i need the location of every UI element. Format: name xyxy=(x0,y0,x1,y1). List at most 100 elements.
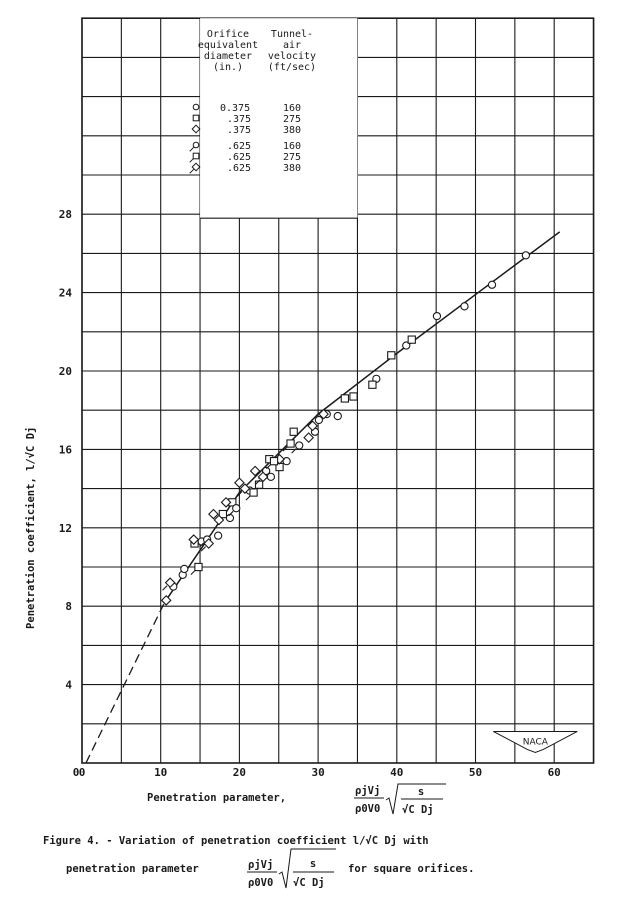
caption-frac-numerator: ρjVj xyxy=(248,859,273,871)
square-marker xyxy=(218,509,228,519)
legend-col1-header: diameter xyxy=(204,51,252,62)
square-marker-icon xyxy=(387,351,396,360)
x-tick-label: 0 xyxy=(79,766,86,779)
circle-marker-icon xyxy=(232,504,241,513)
flag-tail-icon xyxy=(189,168,195,174)
diamond-marker xyxy=(188,534,200,545)
y-tick-label: 12 xyxy=(59,522,72,535)
circle-marker-icon xyxy=(192,103,200,111)
diamond-marker-icon xyxy=(208,508,219,520)
circle-marker xyxy=(214,531,223,540)
legend-velocity: 275 xyxy=(283,114,301,125)
circle-marker-icon xyxy=(521,251,531,260)
circle-marker-icon xyxy=(333,411,342,421)
x-axis-label: Penetration parameter, ρjVj ρ0V0 s √C Dj xyxy=(147,783,446,816)
diamond-marker xyxy=(200,538,215,552)
circle-marker-icon xyxy=(487,280,497,289)
legend-diameter: 0.375 xyxy=(220,103,250,114)
legend-diameter: .625 xyxy=(227,152,251,163)
figure-caption-line1: Figure 4. - Variation of penetration coe… xyxy=(43,835,429,847)
legend-diameter: .625 xyxy=(227,141,251,152)
square-marker xyxy=(190,562,203,575)
square-marker-icon xyxy=(218,509,228,519)
flag-tail-icon xyxy=(291,448,297,454)
square-marker xyxy=(407,335,416,344)
square-marker-icon xyxy=(286,439,295,448)
legend-velocity: 275 xyxy=(283,152,301,163)
flag-tail-icon xyxy=(189,146,195,152)
legend-velocity: 160 xyxy=(283,103,301,114)
sqrt-radical-icon xyxy=(385,783,446,815)
circle-marker xyxy=(180,564,189,574)
circle-marker xyxy=(314,415,324,425)
legend-col2-header: Tunnel- xyxy=(271,29,313,40)
square-marker-icon xyxy=(269,457,279,466)
x-tick-label: 50 xyxy=(469,766,482,779)
legend-entry-marker xyxy=(191,124,201,134)
flag-tail-icon xyxy=(228,510,234,517)
legend-diameter: .375 xyxy=(227,114,251,125)
y-tick-label: 8 xyxy=(65,600,72,613)
circle-marker-icon xyxy=(262,466,271,476)
x-axis-frac-numerator: ρjVj xyxy=(355,785,380,797)
legend-velocity: 380 xyxy=(283,125,301,136)
square-marker xyxy=(368,380,377,389)
x-tick-label: 30 xyxy=(311,766,324,779)
diamond-marker xyxy=(307,420,318,432)
diamond-marker-icon xyxy=(164,577,176,589)
naca-wings-icon xyxy=(493,730,578,753)
flag-tail-icon xyxy=(282,446,288,452)
diamond-marker-icon xyxy=(191,162,201,172)
data-points xyxy=(160,251,531,606)
legend-entry-marker xyxy=(189,162,201,174)
x-axis-frac-denominator: ρ0V0 xyxy=(355,803,380,815)
square-marker xyxy=(349,392,358,401)
diamond-marker-icon xyxy=(188,534,200,545)
x-axis-sqrt-denominator: √C Dj xyxy=(402,804,434,816)
flag-tail-icon xyxy=(236,491,243,497)
figure-caption-line2-prefix: penetration parameter xyxy=(66,863,199,875)
circle-marker xyxy=(228,504,241,517)
flag-tail-icon xyxy=(255,479,261,485)
legend-background xyxy=(200,18,358,219)
diamond-marker xyxy=(303,432,315,444)
diamond-marker-icon xyxy=(220,496,232,508)
square-marker-icon xyxy=(194,562,203,572)
diamond-marker-icon xyxy=(191,124,201,134)
diamond-marker-icon xyxy=(318,408,329,420)
fit-line-dashed-extrapolation xyxy=(85,601,166,764)
diamond-marker-icon xyxy=(213,514,225,526)
legend-entry-marker xyxy=(189,152,200,163)
diamond-marker xyxy=(318,408,329,420)
circle-marker-icon xyxy=(282,457,291,466)
legend-col2-header: velocity xyxy=(268,51,316,62)
legend-diameter: .375 xyxy=(227,125,251,136)
flag-tail-icon xyxy=(199,542,205,548)
caption-formula: ρjVj ρ0V0 s √C Dj xyxy=(247,848,336,889)
caption-sqrt-numerator: s xyxy=(310,858,316,870)
circle-marker xyxy=(282,457,291,466)
legend-col2-header: (ft/sec) xyxy=(268,62,316,73)
square-marker xyxy=(254,480,264,489)
legend-entry-marker xyxy=(192,103,200,111)
diamond-marker-icon xyxy=(249,465,261,477)
diamond-marker xyxy=(162,577,176,591)
square-marker xyxy=(387,351,396,360)
diamond-marker xyxy=(213,514,225,526)
x-tick-label: 60 xyxy=(548,766,561,779)
figure-caption-line2-suffix: for square orifices. xyxy=(348,863,475,875)
diamond-marker xyxy=(208,508,219,520)
circle-marker xyxy=(460,302,469,311)
legend-col2-header: air xyxy=(283,40,301,51)
diamond-marker xyxy=(220,496,232,508)
square-marker-icon xyxy=(192,152,200,160)
circle-marker-icon xyxy=(180,564,189,574)
square-marker-icon xyxy=(340,394,350,403)
square-marker-icon xyxy=(349,392,358,401)
caption-frac-denominator: ρ0V0 xyxy=(248,877,273,889)
diamond-marker xyxy=(160,594,172,606)
circle-marker-icon xyxy=(192,141,200,149)
flag-tail-icon xyxy=(245,495,251,501)
square-marker-icon xyxy=(254,480,264,489)
